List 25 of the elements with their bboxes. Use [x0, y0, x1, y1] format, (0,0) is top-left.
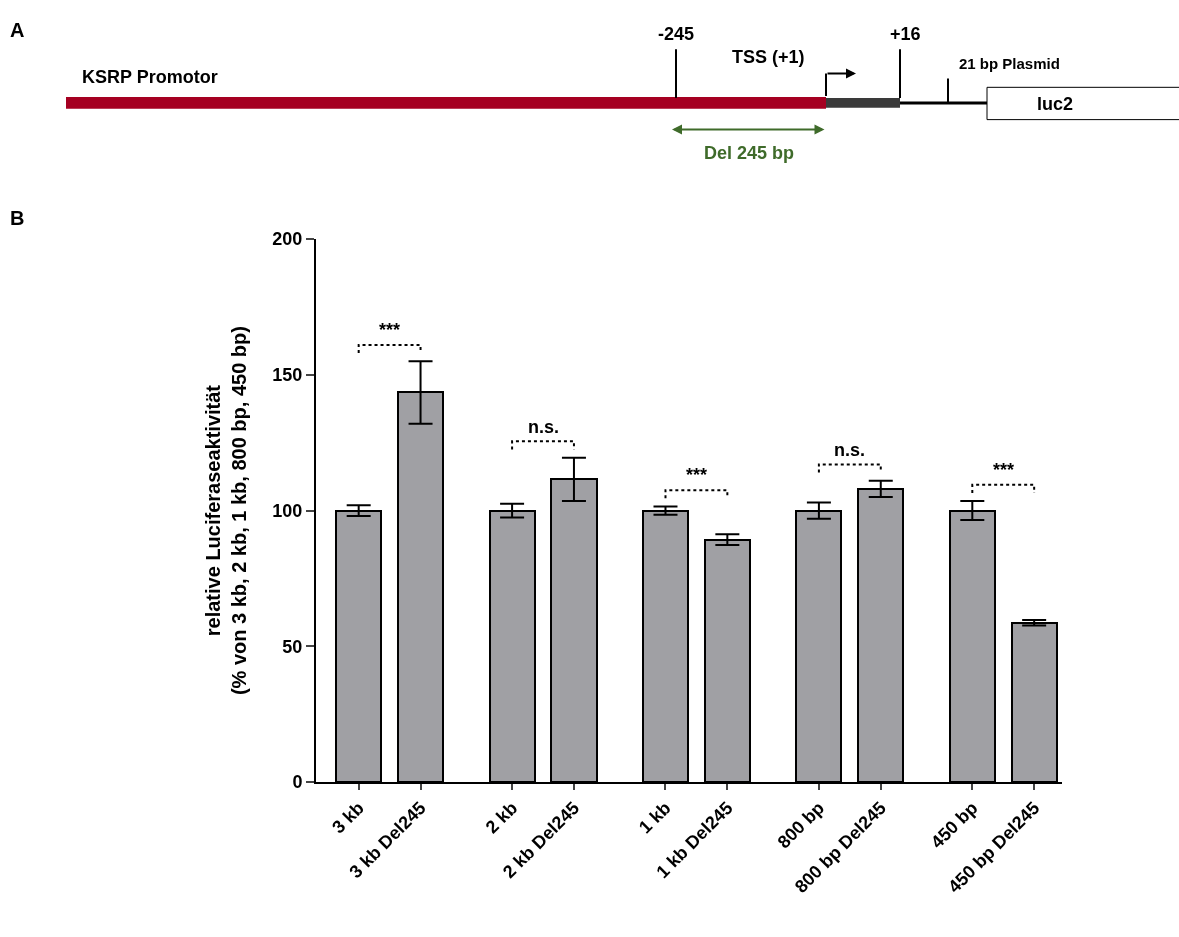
text: TSS (+1): [732, 47, 805, 67]
text: Del 245 bp: [704, 143, 795, 163]
annotation: n.s.: [834, 440, 866, 460]
y-tick-label: 0: [292, 772, 303, 793]
x-tick-label: 450 bp: [927, 797, 982, 853]
x-tick-label: 1 kb: [635, 797, 675, 838]
annotation: ***: [379, 320, 401, 340]
y-tick-label: 100: [272, 500, 303, 521]
text: 21 bp Plasmid: [959, 55, 1060, 72]
x-tick-label: 2 kb: [481, 797, 522, 838]
y-tick-label: 200: [272, 229, 303, 250]
text: KSRP Promotor: [82, 67, 218, 87]
annotation: ***: [993, 460, 1015, 480]
x-tick-label: 3 kb: [328, 797, 368, 838]
y-tick-label: 150: [272, 365, 303, 386]
y-axis-title: relative Luciferaseaktivität (% von 3 kb, 2 kb, 1 kb, 800 bp, 450 bp): [202, 326, 251, 696]
text: B: [10, 207, 25, 229]
annotation: n.s.: [528, 417, 560, 437]
text: luc2: [1037, 94, 1074, 114]
text: -245: [658, 24, 695, 44]
y-tick-label: 50: [282, 636, 303, 657]
text: +16: [890, 24, 921, 44]
text: A: [10, 19, 25, 41]
x-tick-label: 800 bp: [773, 797, 829, 853]
annotation: ***: [686, 465, 708, 485]
